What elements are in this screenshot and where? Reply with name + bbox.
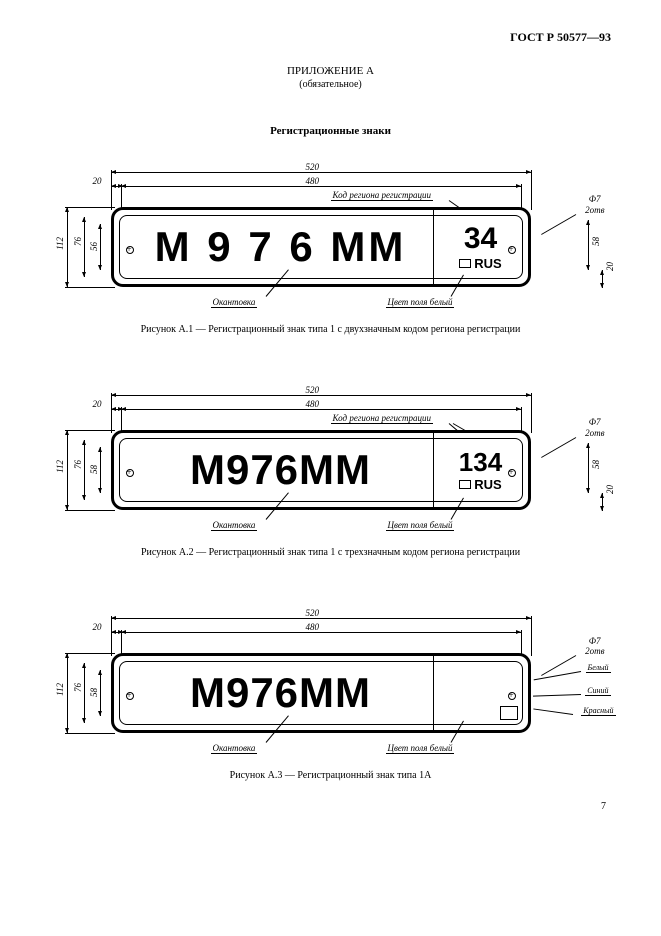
document-page: ГОСТ Р 50577—93 ПРИЛОЖЕНИЕ А (обязательн… [0,0,661,832]
drawing-a2: 520 480 20 112 76 58 Ф7 2отв 58 20 [51,385,611,535]
flag-large [500,706,518,720]
license-plate: М 9 7 6 ММ 34 RUS [111,207,531,287]
plate-region-block: 34 RUS [433,210,528,284]
screw-hole-left [126,692,134,700]
dimline [121,186,521,187]
screw-hole-left [126,246,134,254]
dimline [111,172,531,173]
dim-480: 480 [306,176,320,186]
drawing-a1: 520 480 20 112 76 56 Ф7 2отв 58 [51,162,611,312]
flag-icon [459,259,471,268]
figure-a2: 520 480 20 112 76 58 Ф7 2отв 58 20 [50,385,611,558]
plate-region-block [433,656,528,730]
label-red: Красный [581,706,615,716]
appendix-title: ПРИЛОЖЕНИЕ А [50,65,611,77]
region-code: 34 [464,224,497,254]
dim-520: 520 [306,162,320,172]
label-region: Код региона регистрации [331,190,434,201]
region-code: 134 [459,449,502,475]
flag-icon [459,480,471,489]
dim-56: 56 [89,242,99,251]
plate-region-block: 134 RUS [433,433,528,507]
dim-2otv: 2отв [585,205,604,215]
figure-caption: Рисунок А.1 — Регистрационный знак типа … [50,324,611,335]
label-border: Окантовка [211,297,258,308]
dim-r20: 20 [605,262,615,271]
dim-76: 76 [73,237,83,246]
label-white: Белый [586,663,611,673]
document-id: ГОСТ Р 50577—93 [50,30,611,45]
figure-caption: Рисунок А.2 — Регистрационный знак типа … [50,547,611,558]
region-rus: RUS [459,477,501,492]
dim-112: 112 [55,237,65,250]
appendix-subtitle: (обязательное) [50,79,611,90]
drawing-a3: 520 480 20 112 76 58 Ф7 2отв Белый Синий [51,608,611,758]
license-plate: М976ММ [111,653,531,733]
license-plate: М976ММ 134 RUS [111,430,531,510]
dim-phi7: Ф7 [589,194,601,204]
figure-caption: Рисунок А.3 — Регистрационный знак типа … [50,770,611,781]
screw-hole-left [126,469,134,477]
dim-20: 20 [93,176,102,186]
section-title: Регистрационные знаки [50,125,611,137]
figure-a3: 520 480 20 112 76 58 Ф7 2отв Белый Синий [50,608,611,781]
dim-58: 58 [591,237,601,246]
figure-a1: 520 480 20 112 76 56 Ф7 2отв 58 [50,162,611,335]
region-rus: RUS [459,256,501,271]
label-blue: Синий [585,686,610,696]
page-number: 7 [50,801,611,812]
label-field-color: Цвет поля белый [386,297,455,308]
